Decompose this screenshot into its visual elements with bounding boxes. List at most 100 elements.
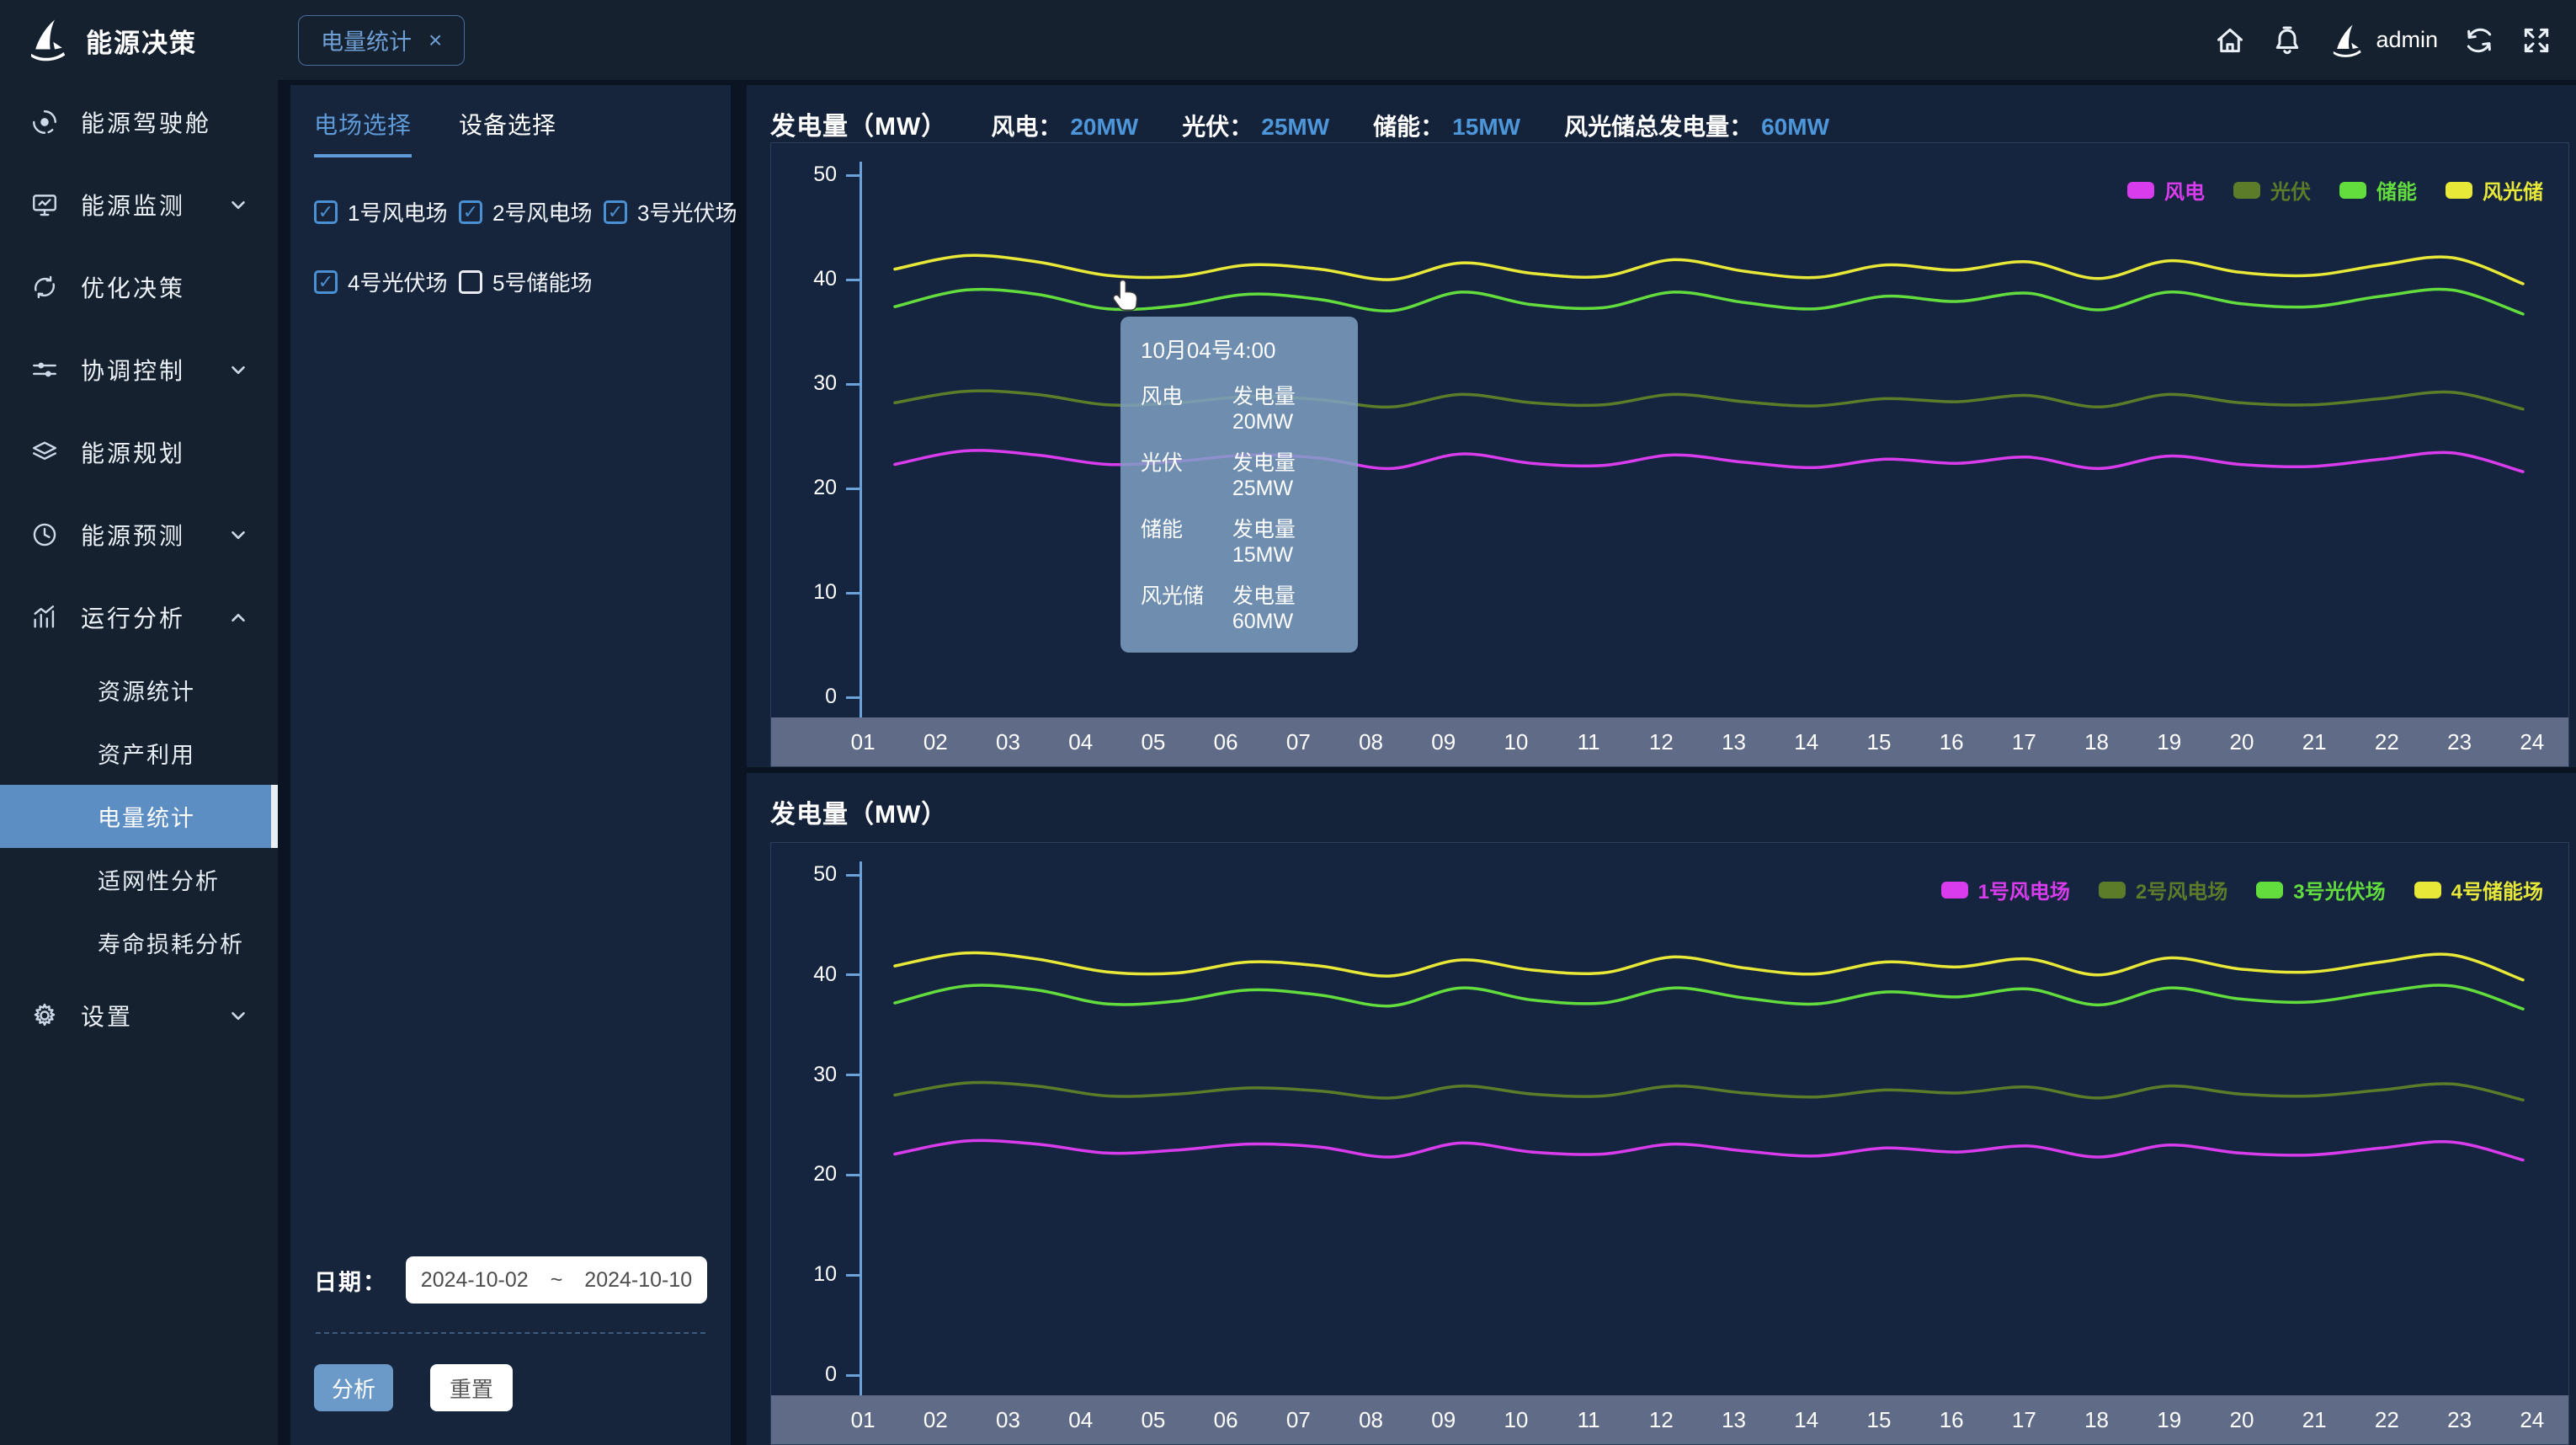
tooltip-series-name: 风光储: [1141, 584, 1205, 608]
sidebar-subitem-resource-stats[interactable]: 资源统计: [0, 659, 278, 722]
optimize-icon: [30, 273, 59, 301]
checkbox-checked[interactable]: ✓: [604, 200, 627, 224]
date-separator: ~: [550, 1267, 563, 1292]
chart-plot-area[interactable]: 1号风电场 2号风电场 3号光伏场 4号储能场 01 02 03 04 05 06 07 08 09 1…: [770, 842, 2569, 1445]
reset-button[interactable]: 重置: [430, 1364, 513, 1411]
checkbox-item[interactable]: ✓ 4号光伏场: [314, 266, 447, 297]
chart-plot-area[interactable]: 风电 光伏 储能 风光储 01 02 03 04 05 06 07 08 09 10 11 12 13 14 15…: [770, 142, 2569, 767]
stat-label: 储能：: [1373, 114, 1445, 140]
x-axis-tick-label: 20: [2229, 1406, 2254, 1432]
date-range-input[interactable]: 2024-10-02 ~ 2024-10-10: [406, 1256, 707, 1304]
y-axis-tick-label: 50: [813, 862, 837, 886]
legend-item[interactable]: 1号风电场: [1940, 875, 2070, 904]
y-axis-tick-label: 30: [813, 1062, 837, 1086]
x-axis-tick-label: 14: [1794, 1406, 1819, 1432]
checkbox-unchecked[interactable]: [459, 269, 482, 294]
y-axis-tick-mark: [846, 873, 860, 877]
line-chart-svg[interactable]: [771, 843, 2568, 1444]
legend-item[interactable]: 2号风电场: [2098, 875, 2227, 904]
checkbox-checked[interactable]: ✓: [314, 269, 338, 294]
y-axis-tick-mark: [846, 1273, 860, 1277]
legend-item[interactable]: 4号储能场: [2414, 875, 2543, 904]
line-chart-svg[interactable]: [771, 143, 2568, 766]
sailboat-logo-icon: [31, 19, 66, 61]
filter-tabs: 电场选择 设备选择: [314, 107, 707, 157]
x-axis-tick-label: 12: [1648, 728, 1674, 754]
y-axis-tick-label: 0: [825, 1362, 837, 1386]
y-axis-tick-label: 40: [813, 267, 837, 291]
sidebar-item-monitoring[interactable]: 能源监测: [0, 163, 278, 246]
tab-field-selection[interactable]: 电场选择: [314, 107, 412, 157]
close-icon[interactable]: ×: [428, 26, 443, 53]
chart-section-per-station: 发电量（MW） 1号风电场 2号风电场 3号光伏场 4号储能场 0 1 0 2 0 3 0 4 0 5 0…: [747, 773, 2576, 1445]
tab-device-selection[interactable]: 设备选择: [459, 112, 557, 138]
user-account[interactable]: admin: [2329, 24, 2438, 57]
legend-label: 4号储能场: [2451, 881, 2543, 904]
sidebar-item-forecast[interactable]: 能源预测: [0, 493, 278, 576]
sidebar-item-operation-analysis[interactable]: 运行分析: [0, 576, 278, 659]
x-axis-tick-label: 19: [2157, 728, 2182, 754]
legend-item[interactable]: 风光储: [2446, 175, 2543, 205]
tooltip-row: 储能 发电量15MW: [1141, 513, 1338, 568]
legend-swatch: [1940, 881, 1968, 898]
legend-label: 储能: [2376, 181, 2417, 204]
x-axis-tick-label: 07: [1285, 1406, 1311, 1432]
chart-header: 发电量（MW）: [770, 773, 2569, 829]
x-axis-tick-label: 10: [1504, 1406, 1529, 1432]
x-axis-tick-label: 07: [1285, 728, 1311, 754]
x-axis-tick-label: 24: [2520, 1406, 2545, 1432]
y-axis-tick-mark: [846, 487, 860, 490]
stat-pv: 光伏： 25MW: [1182, 109, 1329, 142]
tooltip-series-value: 发电量15MW: [1232, 518, 1296, 567]
legend-swatch: [2339, 181, 2366, 199]
sidebar-item-optimization[interactable]: 优化决策: [0, 246, 278, 328]
legend-item[interactable]: 风电: [2127, 175, 2205, 205]
sliders-icon: [30, 355, 59, 384]
y-axis-tick-mark: [846, 173, 860, 177]
legend-label: 1号风电场: [1977, 881, 2070, 904]
checkbox-checked[interactable]: ✓: [314, 200, 338, 224]
analyze-button[interactable]: 分析: [314, 1364, 393, 1411]
x-axis-tick-label: 03: [996, 728, 1020, 754]
x-axis-tick-label: 01: [850, 728, 876, 754]
x-axis-tick-label: 17: [2011, 728, 2036, 754]
sidebar-subitem-electricity-stats[interactable]: 电量统计: [0, 785, 278, 848]
sidebar-item-label: 能源预测: [81, 523, 186, 549]
sidebar-item-cockpit[interactable]: 能源驾驶舱: [0, 81, 278, 163]
tab-electricity-stats[interactable]: 电量统计 ×: [298, 14, 466, 66]
sidebar-subitem-asset-utilization[interactable]: 资产利用: [0, 722, 278, 785]
checkbox-item[interactable]: ✓ 2号风电场: [459, 196, 592, 227]
sidebar-item-planning[interactable]: 能源规划: [0, 411, 278, 493]
sidebar-subitem-life-loss[interactable]: 寿命损耗分析: [0, 911, 278, 974]
checkbox-item[interactable]: 5号储能场: [459, 266, 592, 297]
checkbox-checked[interactable]: ✓: [459, 200, 482, 224]
checkbox-item[interactable]: ✓ 3号光伏场: [604, 196, 737, 227]
date-start-value: 2024-10-02: [420, 1267, 529, 1292]
sidebar-subitem-grid-adaptability[interactable]: 适网性分析: [0, 848, 278, 911]
y-axis-tick-label: 10: [813, 580, 837, 604]
x-axis-tick-label: 23: [2447, 1406, 2472, 1432]
home-icon[interactable]: [2214, 24, 2246, 56]
x-axis-tick-label: 02: [923, 1406, 948, 1432]
sidebar-item-settings[interactable]: 设置: [0, 974, 278, 1057]
legend-item[interactable]: 光伏: [2233, 175, 2311, 205]
y-axis-tick-mark: [846, 973, 860, 977]
refresh-icon[interactable]: [2463, 24, 2495, 56]
checkbox-label: 1号风电场: [348, 200, 448, 226]
x-axis-tick-label: 16: [1939, 728, 1964, 754]
legend-item[interactable]: 储能: [2339, 175, 2417, 205]
notification-bell-icon[interactable]: [2271, 24, 2303, 56]
sidebar-item-label: 设置: [81, 1004, 134, 1030]
fullscreen-icon[interactable]: [2520, 24, 2552, 56]
legend-item[interactable]: 3号光伏场: [2256, 875, 2386, 904]
x-axis-tick-label: 13: [1722, 728, 1746, 754]
tooltip-series-value: 发电量60MW: [1232, 584, 1296, 633]
legend-swatch: [2446, 181, 2472, 199]
checkbox-item[interactable]: ✓ 1号风电场: [314, 196, 447, 227]
charts-column: 发电量（MW） 风电： 20MW 光伏： 25MW 储能： 15MW: [747, 85, 2576, 1445]
x-axis-tick-label: 06: [1213, 1406, 1238, 1432]
x-axis-tick-label: 19: [2157, 1406, 2182, 1432]
sidebar-item-coordination[interactable]: 协调控制: [0, 328, 278, 411]
stat-value: 25MW: [1261, 114, 1330, 140]
y-axis-tick-label: 40: [813, 962, 837, 986]
